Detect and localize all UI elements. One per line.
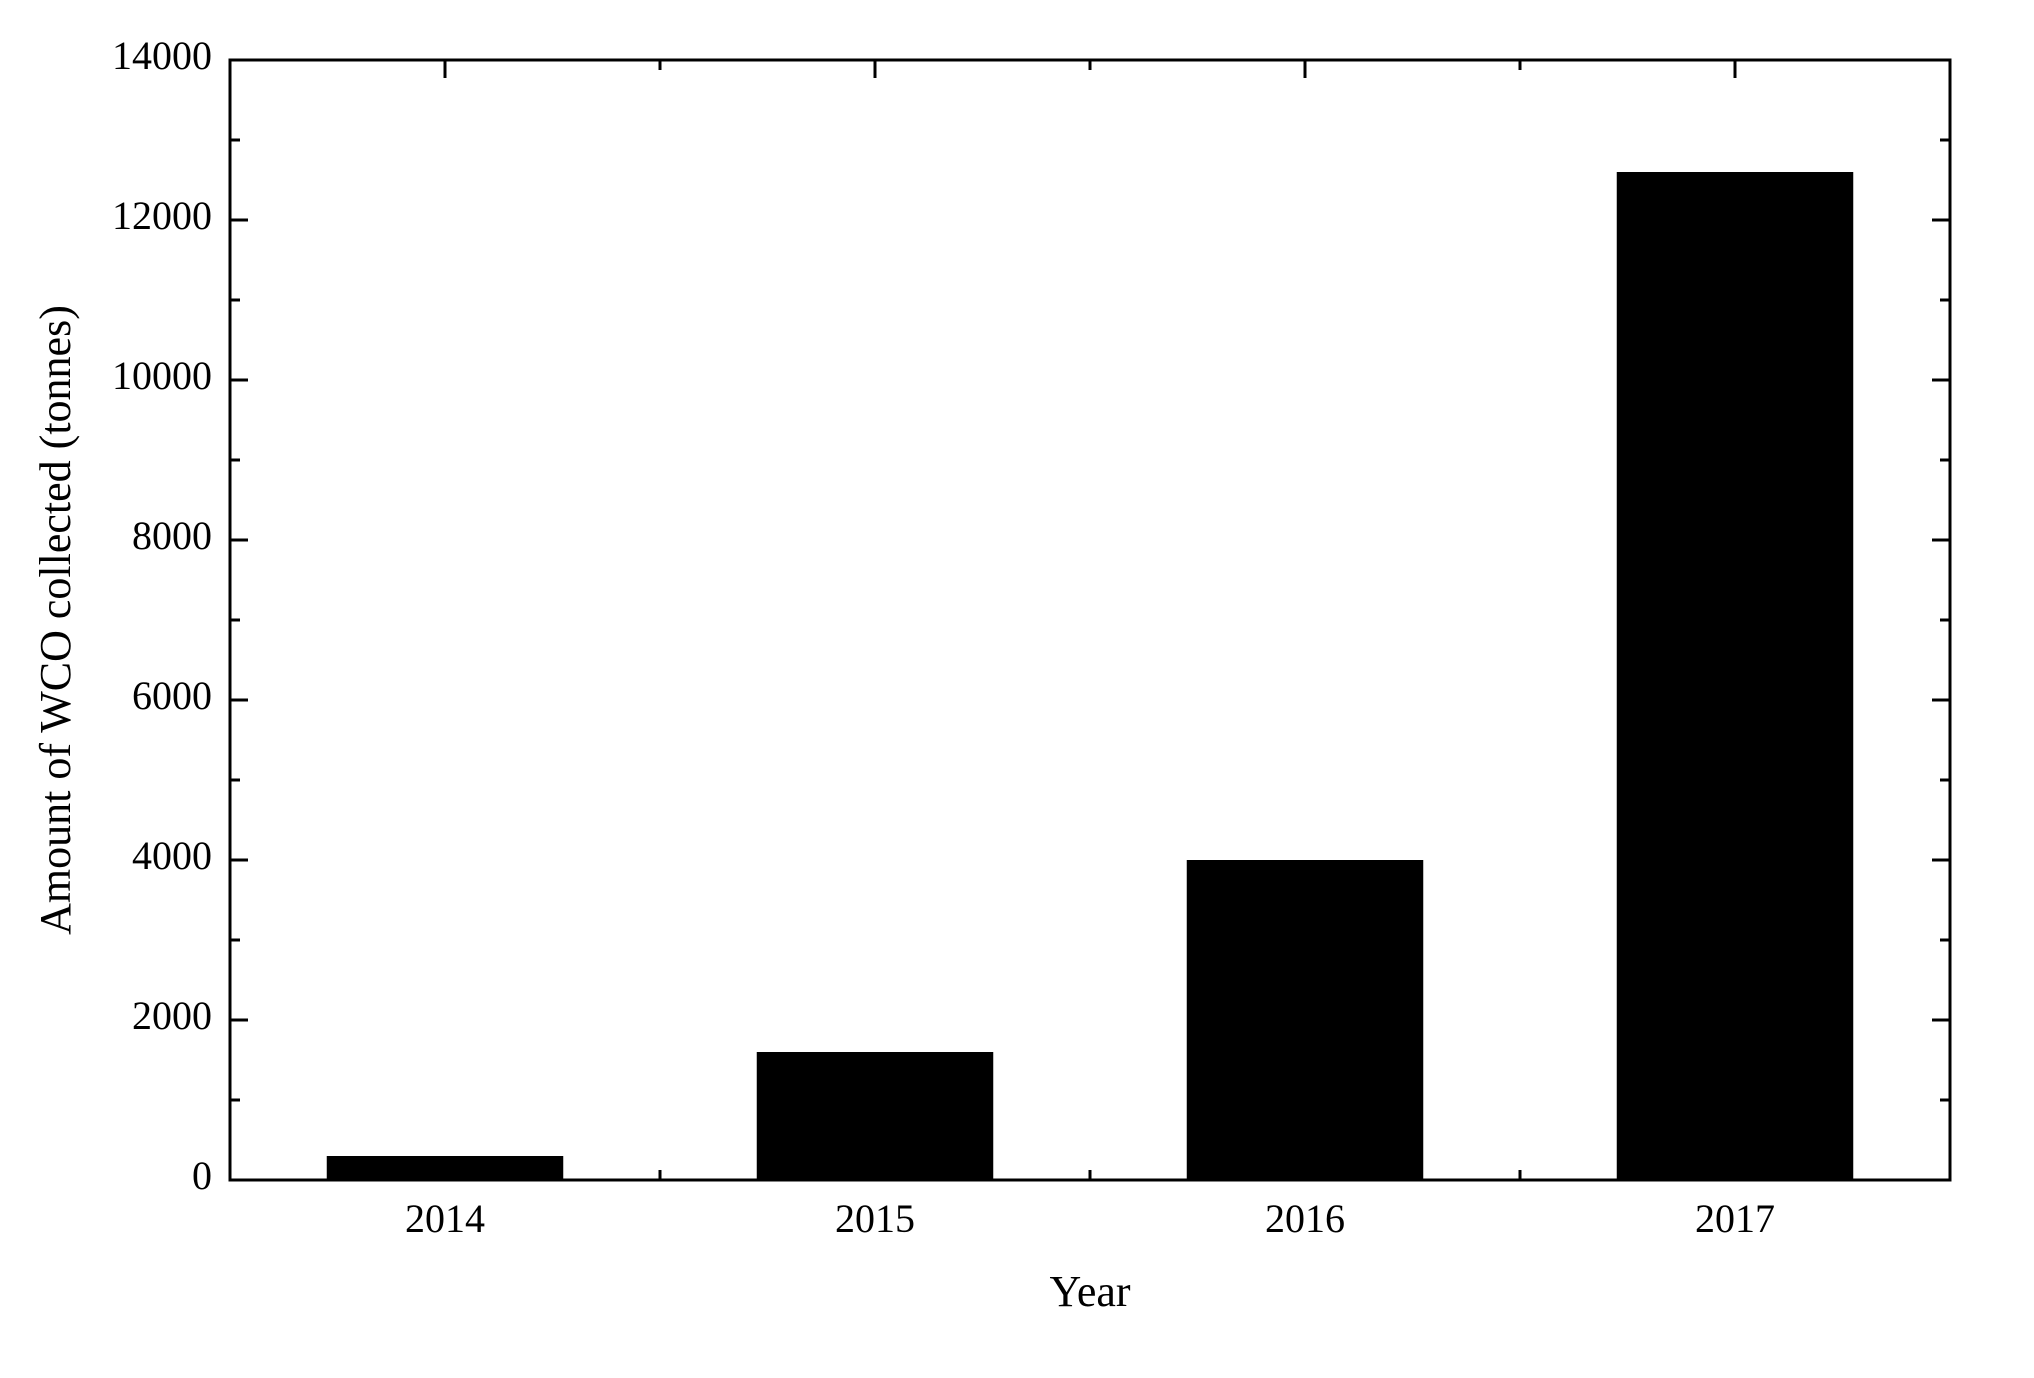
y-tick-label: 6000 [132, 673, 212, 718]
y-tick-label: 0 [192, 1153, 212, 1198]
y-axis-label: Amount of WCO collected (tonnes) [31, 305, 80, 935]
y-tick-label: 8000 [132, 513, 212, 558]
y-tick-label: 12000 [112, 193, 212, 238]
bar [1187, 860, 1424, 1180]
x-tick-label: 2015 [835, 1196, 915, 1241]
x-axis-label: Year [1049, 1267, 1130, 1316]
bar-chart: 0 2000 4000 6000 8000 10000 12000 14000 2014 2015… [0, 0, 2034, 1378]
y-tick-label: 10000 [112, 353, 212, 398]
x-tick-label: 2017 [1695, 1196, 1775, 1241]
y-tick-label: 14000 [112, 33, 212, 78]
chart-svg: 0 2000 4000 6000 8000 10000 12000 14000 2014 2015… [0, 0, 2034, 1378]
y-tick-label: 2000 [132, 993, 212, 1038]
bar [1617, 172, 1854, 1180]
y-tick-label: 4000 [132, 833, 212, 878]
x-tick-label: 2016 [1265, 1196, 1345, 1241]
bar [327, 1156, 564, 1180]
bar [757, 1052, 994, 1180]
x-tick-label: 2014 [405, 1196, 485, 1241]
